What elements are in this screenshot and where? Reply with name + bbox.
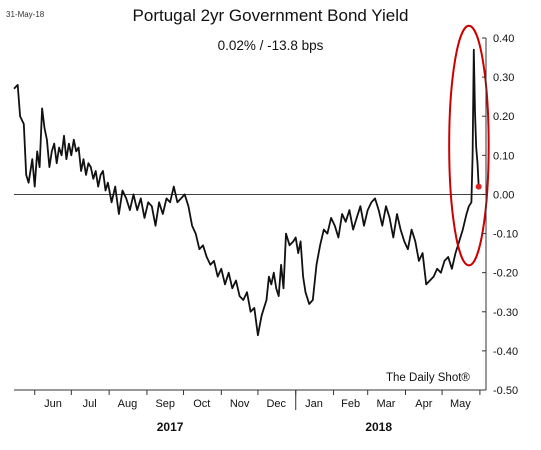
y-tick-label: -0.30 — [493, 307, 518, 319]
y-tick-label: -0.40 — [493, 346, 518, 358]
x-month-label: Jan — [305, 398, 323, 410]
x-month-label: Oct — [193, 398, 210, 410]
x-month-label: Apr — [415, 398, 432, 410]
x-month-label: Mar — [377, 398, 396, 410]
y-tick-label: -0.10 — [493, 229, 518, 241]
x-month-label: Aug — [118, 398, 138, 410]
date-stamp: 31-May-18 — [6, 10, 45, 19]
y-tick-label: 0.30 — [493, 72, 514, 84]
chart-title: Portugal 2yr Government Bond Yield — [132, 6, 409, 25]
y-tick-label: -0.50 — [493, 385, 518, 397]
year-label: 2018 — [365, 420, 392, 434]
x-axis-labels: Jun Jul Aug Sep Oct Nov Dec Jan Feb Mar Apr May 2017… — [44, 398, 471, 434]
x-month-label: Dec — [266, 398, 286, 410]
y-tick-label: 0.20 — [493, 111, 514, 123]
x-month-label: Feb — [341, 398, 360, 410]
highlight-layer — [448, 24, 490, 267]
last-value-marker — [475, 183, 482, 190]
axes — [14, 37, 487, 410]
series-layer — [13, 48, 480, 337]
x-month-label: Sep — [155, 398, 175, 410]
x-month-label: Jul — [83, 398, 97, 410]
x-month-label: May — [450, 398, 471, 410]
y-tick-label: 0.40 — [493, 33, 514, 45]
y-tick-label: -0.20 — [493, 268, 518, 280]
chart-subtitle: 0.02% / -13.8 bps — [217, 38, 324, 53]
source-credit: The Daily Shot® — [386, 372, 470, 384]
yield-series-line — [13, 48, 480, 337]
y-tick-label: 0.00 — [493, 189, 514, 201]
x-month-label: Jun — [44, 398, 62, 410]
year-label: 2017 — [157, 420, 184, 434]
x-month-label: Nov — [230, 398, 250, 410]
highlight-ellipse — [448, 24, 490, 267]
y-axis-labels: 0.40 0.30 0.20 0.10 0.00 -0.10 -0.20 -0.30 -0.40… — [493, 33, 518, 397]
y-tick-label: 0.10 — [493, 150, 514, 162]
